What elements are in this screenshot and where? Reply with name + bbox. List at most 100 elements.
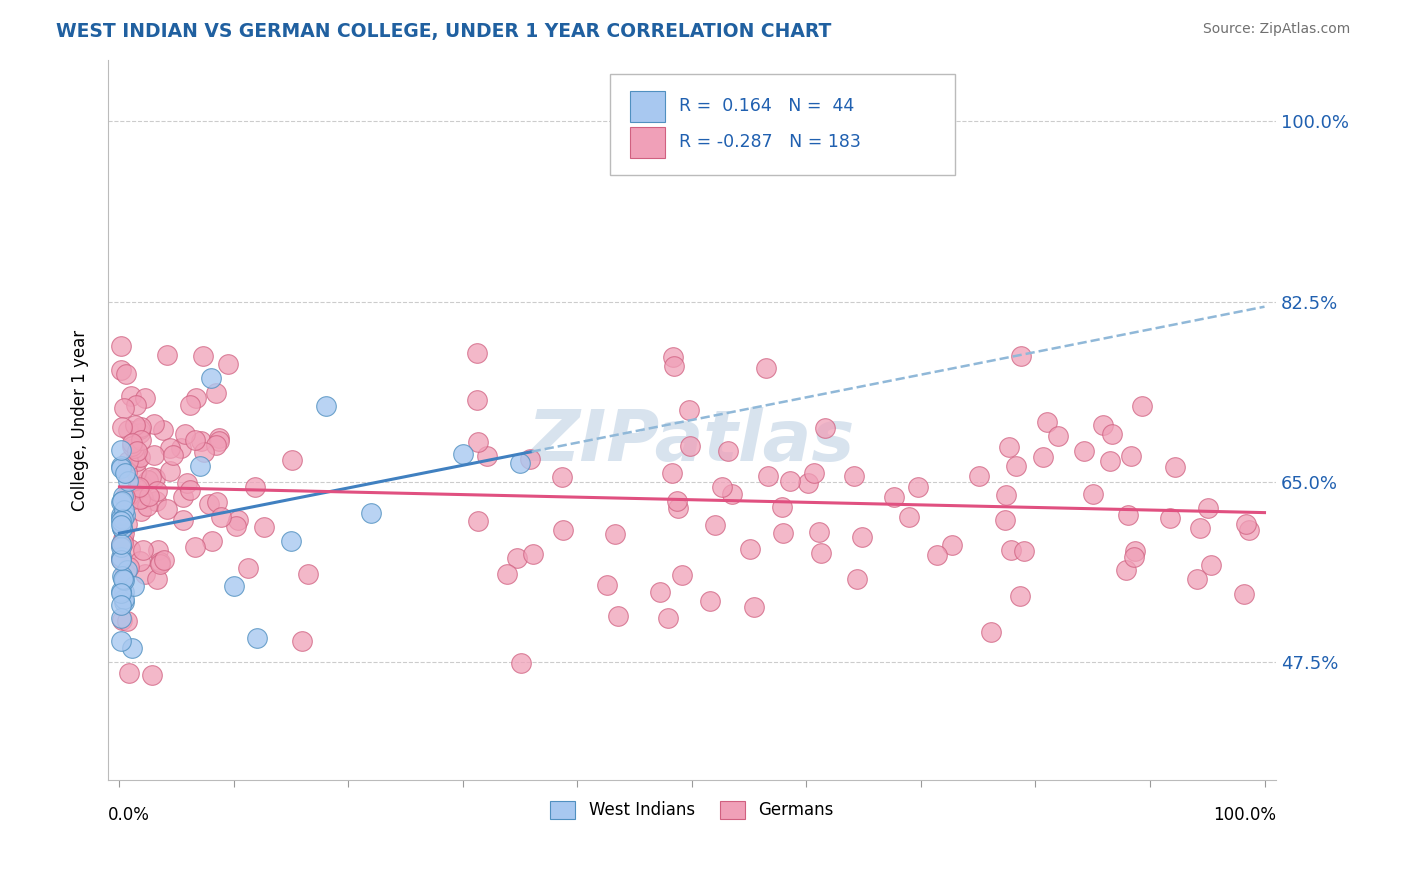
Point <box>315 399 337 413</box>
Point <box>138 489 160 503</box>
Point <box>668 500 690 515</box>
Point <box>1092 418 1115 433</box>
Point <box>291 633 314 648</box>
Point <box>1130 400 1153 414</box>
Point <box>112 526 135 541</box>
Point <box>465 392 488 407</box>
Point <box>128 554 150 568</box>
Point <box>110 634 132 648</box>
Point <box>1119 449 1142 463</box>
Point <box>994 513 1017 527</box>
Point <box>110 584 132 599</box>
Point <box>112 401 135 416</box>
Point <box>897 509 920 524</box>
Point <box>114 367 136 381</box>
Point <box>179 398 201 412</box>
Point <box>994 487 1017 501</box>
Point <box>1115 563 1137 577</box>
Point <box>1032 450 1054 464</box>
Point <box>141 469 163 483</box>
Point <box>146 483 169 498</box>
Text: 100.0%: 100.0% <box>1213 806 1277 824</box>
Point <box>125 453 148 467</box>
Point <box>129 425 152 440</box>
Point <box>253 519 276 533</box>
Point <box>941 538 963 552</box>
Point <box>519 452 541 467</box>
Point <box>172 490 194 504</box>
Point <box>121 439 143 453</box>
Point <box>110 517 132 532</box>
Point <box>711 480 734 494</box>
Point <box>121 640 143 655</box>
Point <box>699 594 721 608</box>
Point <box>1099 454 1122 468</box>
Point <box>679 439 702 453</box>
Point <box>756 469 779 483</box>
Point <box>1159 511 1181 525</box>
Point <box>1188 521 1211 535</box>
Point <box>129 504 152 518</box>
Point <box>134 391 156 405</box>
Point <box>998 441 1021 455</box>
Point <box>188 458 211 473</box>
Point <box>134 566 156 581</box>
Point <box>110 598 132 612</box>
Point <box>200 371 222 385</box>
Point <box>162 449 184 463</box>
Point <box>193 350 215 364</box>
Point <box>465 346 488 360</box>
Point <box>1005 459 1028 474</box>
Text: Source: ZipAtlas.com: Source: ZipAtlas.com <box>1202 22 1350 37</box>
Point <box>112 595 135 609</box>
Point <box>122 487 145 501</box>
Text: R = -0.287   N = 183: R = -0.287 N = 183 <box>679 134 860 152</box>
Point <box>360 506 382 520</box>
Point <box>156 348 179 362</box>
Point <box>703 517 725 532</box>
Point <box>149 555 172 569</box>
Point <box>225 519 247 533</box>
Point <box>131 433 153 447</box>
Point <box>136 473 159 487</box>
Point <box>156 501 179 516</box>
Point <box>1036 415 1059 429</box>
Point <box>173 513 195 527</box>
Point <box>814 421 837 435</box>
Point <box>142 448 165 462</box>
Point <box>118 488 141 502</box>
Point <box>111 569 134 583</box>
Point <box>110 459 132 474</box>
Point <box>111 613 134 627</box>
Point <box>451 447 474 461</box>
Point <box>967 468 990 483</box>
Point <box>662 351 685 365</box>
Text: R =  0.164   N =  44: R = 0.164 N = 44 <box>679 97 855 115</box>
Point <box>110 537 132 551</box>
Point <box>128 422 150 436</box>
Point <box>662 359 685 374</box>
Point <box>174 426 197 441</box>
Point <box>803 466 825 480</box>
Point <box>129 492 152 507</box>
Point <box>755 360 778 375</box>
Point <box>1047 429 1070 443</box>
Point <box>1164 459 1187 474</box>
Point <box>190 434 212 448</box>
Point <box>110 443 132 458</box>
Point <box>770 500 793 514</box>
Point <box>222 579 245 593</box>
Point <box>842 469 865 483</box>
Point <box>925 548 948 562</box>
Point <box>125 481 148 495</box>
Point <box>145 494 167 508</box>
Point <box>120 541 142 556</box>
Point <box>110 538 132 552</box>
Point <box>1000 542 1022 557</box>
Point <box>1201 558 1223 572</box>
Point <box>1234 517 1257 532</box>
Point <box>845 572 868 586</box>
Point <box>110 586 132 600</box>
Bar <box>630 128 665 158</box>
Legend: West Indians, Germans: West Indians, Germans <box>544 794 841 826</box>
